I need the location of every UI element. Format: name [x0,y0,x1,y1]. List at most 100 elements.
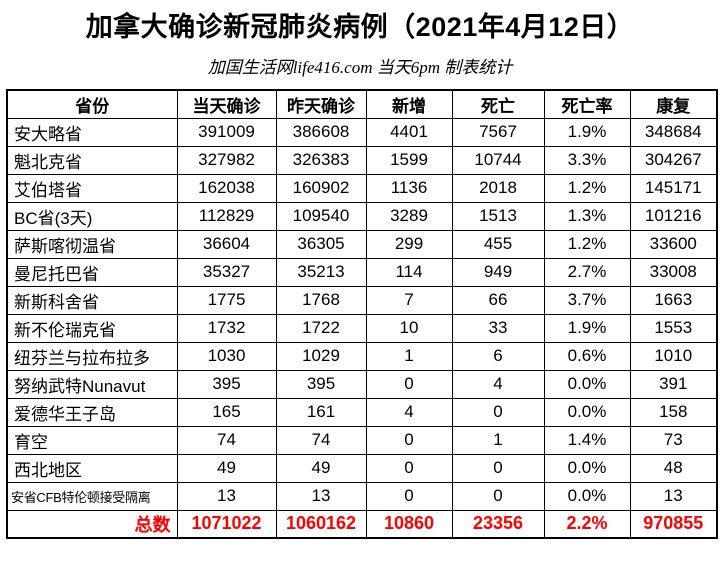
cell-province: 育空 [6,425,178,455]
table-row: 安大略省 391009 386608 4401 7567 1.9% 348684 [6,117,718,147]
cell-today-confirmed: 13 [176,481,277,511]
cell-yesterday-confirmed: 1722 [275,313,367,343]
cell-yesterday-confirmed: 395 [275,369,367,399]
total-deaths: 23356 [451,509,545,539]
table-row: 魁北克省 327982 326383 1599 10744 3.3% 30426… [6,145,718,175]
cell-today-confirmed: 327982 [176,145,277,175]
cell-deaths: 949 [451,257,545,287]
cell-new-cases: 0 [365,453,453,483]
cell-recovered: 1663 [629,285,718,315]
cell-recovered: 1553 [629,313,718,343]
cell-recovered: 304267 [629,145,718,175]
cell-today-confirmed: 49 [176,453,277,483]
cell-today-confirmed: 1030 [176,341,277,371]
cell-yesterday-confirmed: 1768 [275,285,367,315]
cell-yesterday-confirmed: 35213 [275,257,367,287]
header-row: 省份 当天确诊 昨天确诊 新增 死亡 死亡率 康复 [6,89,718,119]
header-recovered: 康复 [629,89,718,119]
cell-yesterday-confirmed: 74 [275,425,367,455]
cell-deaths: 1 [451,425,545,455]
cell-death-rate: 3.3% [543,145,631,175]
cell-recovered: 101216 [629,201,718,231]
cell-recovered: 158 [629,397,718,427]
cell-province: BC省(3天) [6,201,178,231]
cell-death-rate: 1.9% [543,313,631,343]
cell-death-rate: 1.2% [543,229,631,259]
cell-recovered: 48 [629,453,718,483]
cell-deaths: 33 [451,313,545,343]
cell-today-confirmed: 35327 [176,257,277,287]
header-new-cases: 新增 [365,89,453,119]
cell-new-cases: 114 [365,257,453,287]
cell-death-rate: 0.0% [543,369,631,399]
cell-province: 新不伦瑞克省 [6,313,178,343]
header-yesterday-confirmed: 昨天确诊 [275,89,367,119]
table-row: BC省(3天) 112829 109540 3289 1513 1.3% 101… [6,201,718,231]
cell-death-rate: 0.6% [543,341,631,371]
cell-province: 安省CFB特伦顿接受隔离 [6,481,178,511]
table-row: 安省CFB特伦顿接受隔离 13 13 0 0 0.0% 13 [6,481,718,511]
page: 加拿大确诊新冠肺炎病例（2021年4月12日） 加国生活网life416.com… [0,5,720,539]
table-row: 爱德华王子岛 165 161 4 0 0.0% 158 [6,397,718,427]
header-death-rate: 死亡率 [543,89,631,119]
cell-death-rate: 1.3% [543,201,631,231]
cell-new-cases: 1 [365,341,453,371]
cell-deaths: 6 [451,341,545,371]
cell-death-rate: 1.2% [543,173,631,203]
total-new-cases: 10860 [365,509,453,539]
cell-death-rate: 2.7% [543,257,631,287]
cell-yesterday-confirmed: 49 [275,453,367,483]
cell-new-cases: 10 [365,313,453,343]
cell-today-confirmed: 1775 [176,285,277,315]
cell-recovered: 348684 [629,117,718,147]
cell-deaths: 1513 [451,201,545,231]
cell-province: 曼尼托巴省 [6,257,178,287]
table-row: 新斯科舍省 1775 1768 7 66 3.7% 1663 [6,285,718,315]
header-deaths: 死亡 [451,89,545,119]
total-row: 总数 1071022 1060162 10860 23356 2.2% 9708… [6,509,718,539]
cell-recovered: 33600 [629,229,718,259]
table-row: 新不伦瑞克省 1732 1722 10 33 1.9% 1553 [6,313,718,343]
cell-province: 努纳武特Nunavut [6,369,178,399]
cell-recovered: 1010 [629,341,718,371]
cell-province: 爱德华王子岛 [6,397,178,427]
total-death-rate: 2.2% [543,509,631,539]
cell-new-cases: 1599 [365,145,453,175]
cell-new-cases: 299 [365,229,453,259]
cell-deaths: 66 [451,285,545,315]
cell-yesterday-confirmed: 1029 [275,341,367,371]
table-row: 艾伯塔省 162038 160902 1136 2018 1.2% 145171 [6,173,718,203]
cell-death-rate: 1.4% [543,425,631,455]
subtitle: 加国生活网life416.com 当天6pm 制表统计 [207,58,513,77]
cell-deaths: 7567 [451,117,545,147]
cell-deaths: 2018 [451,173,545,203]
cell-today-confirmed: 112829 [176,201,277,231]
cell-yesterday-confirmed: 386608 [275,117,367,147]
cell-death-rate: 3.7% [543,285,631,315]
cell-new-cases: 7 [365,285,453,315]
total-recovered: 970855 [629,509,718,539]
header-province: 省份 [6,89,178,119]
cell-deaths: 455 [451,229,545,259]
cell-today-confirmed: 162038 [176,173,277,203]
cell-yesterday-confirmed: 109540 [275,201,367,231]
cell-new-cases: 4 [365,397,453,427]
cell-province: 西北地区 [6,453,178,483]
cell-new-cases: 0 [365,425,453,455]
cell-today-confirmed: 395 [176,369,277,399]
cell-province: 纽芬兰与拉布拉多 [6,341,178,371]
cell-yesterday-confirmed: 160902 [275,173,367,203]
cell-recovered: 391 [629,369,718,399]
cell-new-cases: 0 [365,369,453,399]
covid-stats-table: 省份 当天确诊 昨天确诊 新增 死亡 死亡率 康复 安大略省 391009 38… [6,89,718,539]
table-row: 萨斯喀彻温省 36604 36305 299 455 1.2% 33600 [6,229,718,259]
cell-province: 魁北克省 [6,145,178,175]
cell-recovered: 13 [629,481,718,511]
page-title: 加拿大确诊新冠肺炎病例（2021年4月12日） [85,12,635,42]
cell-deaths: 4 [451,369,545,399]
cell-new-cases: 1136 [365,173,453,203]
total-yesterday-confirmed: 1060162 [275,509,367,539]
header-today-confirmed: 当天确诊 [176,89,277,119]
cell-death-rate: 0.0% [543,481,631,511]
cell-deaths: 0 [451,397,545,427]
